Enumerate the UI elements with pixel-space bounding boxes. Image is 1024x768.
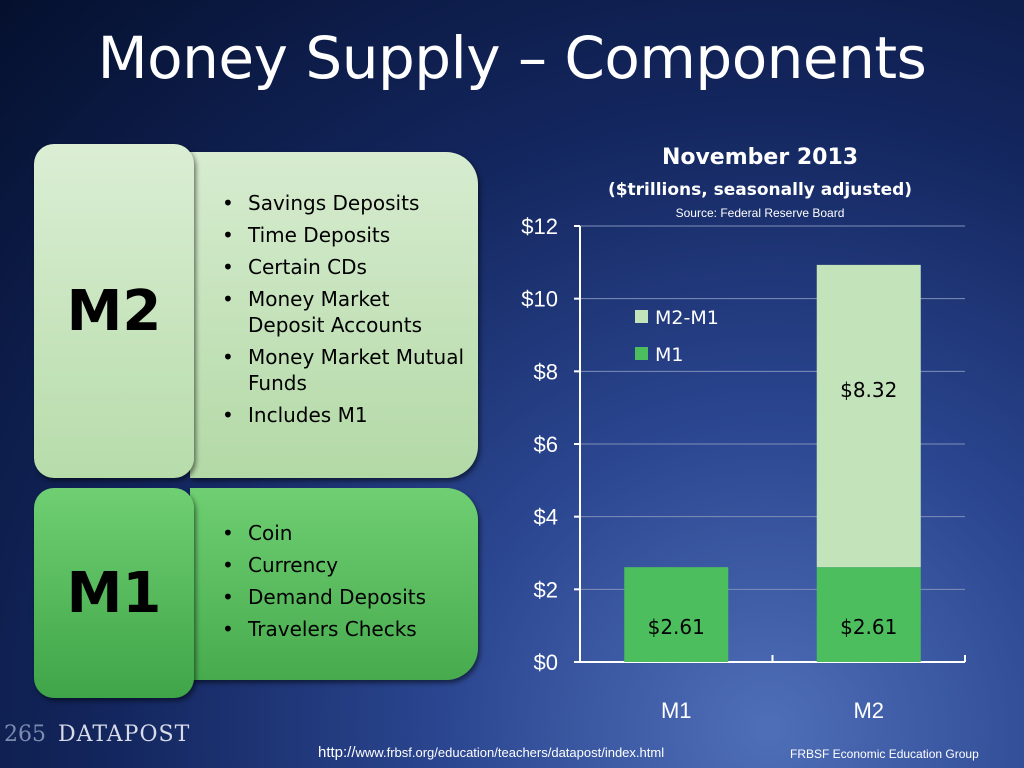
m2-label: M2 xyxy=(66,278,162,344)
stacked-bar-chart: $0 $2 $4 $6 $8 $10 $12 $2.61 M1 $2.61 $8.32 M2 M2-M1… xyxy=(521,214,966,723)
list-item: • Money Market Deposit Accounts xyxy=(220,286,468,338)
chart-title: November 2013 xyxy=(661,145,859,170)
y-tick-label: $8 xyxy=(534,359,558,384)
bullet-icon: • xyxy=(222,521,234,545)
m1-label: M1 xyxy=(66,560,162,626)
m2-label-tile: M2 xyxy=(34,144,194,478)
data-label: $2.61 xyxy=(648,615,705,639)
bullet-icon: • xyxy=(222,255,234,279)
y-tick-label: $4 xyxy=(534,505,558,530)
y-tick-label: $10 xyxy=(521,287,558,312)
bar-m1-m2 xyxy=(816,567,921,662)
list-item: • Includes M1 xyxy=(220,402,468,428)
list-item-label: Includes M1 xyxy=(248,403,368,427)
m1-components-list: • Coin • Currency • Demand Deposits • Travelers… xyxy=(220,520,468,648)
legend-label: M2-M1 xyxy=(655,307,719,329)
x-tick-label: M2 xyxy=(853,698,884,723)
list-item-label: Money Market Mutual Funds xyxy=(248,345,465,395)
list-item: • Demand Deposits xyxy=(220,584,468,610)
list-item-label: Demand Deposits xyxy=(248,585,427,609)
m2-components-panel: • Savings Deposits • Time Deposits • Certain … xyxy=(190,152,478,478)
bar-m1-m1 xyxy=(624,567,729,662)
chart-source: Source: Federal Reserve Board xyxy=(675,206,845,220)
x-tick-label: M1 xyxy=(661,698,692,723)
bar-m2-m1-m2 xyxy=(816,264,921,568)
list-item-label: Money Market Deposit Accounts xyxy=(248,287,422,337)
y-tick-label: $0 xyxy=(534,650,558,675)
list-item-label: Savings Deposits xyxy=(248,191,420,215)
bullet-icon: • xyxy=(222,617,234,641)
list-item-label: Coin xyxy=(248,521,293,545)
list-item-label: Certain CDs xyxy=(248,255,367,279)
bullet-icon: • xyxy=(222,223,234,247)
y-tick-label: $2 xyxy=(534,577,558,602)
data-label: $8.32 xyxy=(840,378,897,402)
bullet-icon: • xyxy=(222,345,234,369)
footer-url-prefix: http:// xyxy=(318,744,356,761)
bullet-icon: • xyxy=(222,287,234,311)
bullet-icon: • xyxy=(222,585,234,609)
list-item: • Coin xyxy=(220,520,468,546)
bullet-icon: • xyxy=(222,403,234,427)
logo-numbers: 265 xyxy=(4,722,46,747)
m1-components-panel: • Coin • Currency • Demand Deposits • Travelers… xyxy=(190,488,478,680)
legend-label: M1 xyxy=(655,344,683,366)
list-item: • Savings Deposits xyxy=(220,190,468,216)
chart-subtitle: ($trillions, seasonally adjusted) xyxy=(607,180,913,200)
list-item: • Money Market Mutual Funds xyxy=(220,344,468,396)
list-item: • Travelers Checks xyxy=(220,616,468,642)
bullet-icon: • xyxy=(222,553,234,577)
list-item: • Certain CDs xyxy=(220,254,468,280)
legend-swatch xyxy=(635,310,648,323)
list-item: • Currency xyxy=(220,552,468,578)
data-label: $2.61 xyxy=(840,615,897,639)
slide-title: Money Supply – Components xyxy=(97,24,927,92)
list-item: • Time Deposits xyxy=(220,222,468,248)
list-item-label: Travelers Checks xyxy=(248,617,417,641)
logo-text: DATAPOST xyxy=(58,722,191,747)
footer-url-path: www.frbsf.org/education/teachers/datapos… xyxy=(355,745,665,760)
y-tick-label: $12 xyxy=(521,214,558,239)
bullet-icon: • xyxy=(222,191,234,215)
m2-components-list: • Savings Deposits • Time Deposits • Certain … xyxy=(220,190,468,434)
list-item-label: Time Deposits xyxy=(248,223,391,247)
footer-organization: FRBSF Economic Education Group xyxy=(790,747,979,761)
m1-label-tile: M1 xyxy=(34,488,194,698)
datapost-logo: 265 DATAPOST xyxy=(4,722,190,747)
footer-url[interactable]: http://www.frbsf.org/education/teachers/… xyxy=(318,744,664,761)
list-item-label: Currency xyxy=(248,553,339,577)
y-tick-label: $6 xyxy=(534,432,558,457)
legend-swatch xyxy=(635,347,648,360)
